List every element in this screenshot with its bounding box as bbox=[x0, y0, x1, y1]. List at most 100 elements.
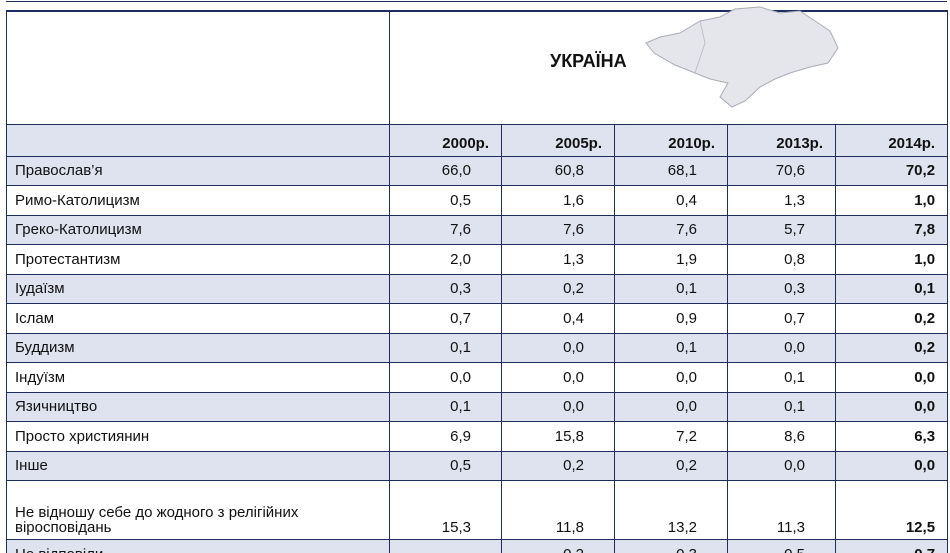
cell: 6,9 bbox=[389, 421, 502, 452]
cell: 0,4 bbox=[501, 303, 615, 334]
row: Іслам 0,7 0,4 0,9 0,7 0,2 bbox=[6, 303, 949, 334]
cell: 0,0 bbox=[501, 391, 615, 422]
title: УКРАЇНА bbox=[550, 51, 627, 71]
cell: 0,4 bbox=[614, 185, 728, 216]
cell: 0,5 bbox=[389, 450, 502, 481]
row: Індуїзм 0,0 0,0 0,0 0,1 0,0 bbox=[6, 362, 949, 393]
row: Греко-Католицизм 7,6 7,6 7,6 5,7 7,8 bbox=[6, 214, 949, 245]
row: Іудаїзм 0,3 0,2 0,1 0,3 0,1 bbox=[6, 273, 949, 304]
row-label: Іудаїзм bbox=[6, 273, 390, 304]
cell: 15,8 bbox=[501, 421, 615, 452]
cell: 0,3 bbox=[389, 273, 502, 304]
cell: 0,0 bbox=[614, 362, 728, 393]
cell: 66,0 bbox=[389, 155, 502, 186]
cell: 70,6 bbox=[727, 155, 836, 186]
cell: 13,2 bbox=[614, 480, 728, 540]
cell: 1,3 bbox=[501, 244, 615, 275]
cell: 0,0 bbox=[834, 362, 949, 393]
row-label: Греко-Католицизм bbox=[6, 214, 390, 245]
cell: 8,6 bbox=[727, 421, 836, 452]
cell: 0,0 bbox=[834, 391, 949, 422]
cell: 7,8 bbox=[834, 214, 949, 245]
cell: 0,5 bbox=[727, 539, 836, 553]
cell bbox=[6, 10, 390, 125]
row-label: Індуїзм bbox=[6, 362, 390, 393]
cell: 0,2 bbox=[614, 450, 728, 481]
cell: 0,0 bbox=[727, 450, 836, 481]
cell: 0,0 bbox=[501, 362, 615, 393]
column-header: 2000р. bbox=[389, 123, 502, 157]
table: 2000р. 2005р. 2010р. 2013р. 2014р. Православ’… bbox=[6, 10, 949, 553]
top-rule bbox=[6, 1, 947, 2]
row: Просто християнин 6,9 15,8 7,2 8,6 6,3 bbox=[6, 421, 949, 452]
row: Не відповіли-0,20,30,50,7 bbox=[6, 539, 949, 553]
cell: 7,6 bbox=[501, 214, 615, 245]
cell: 7,2 bbox=[614, 421, 728, 452]
row: Православ’я 66,0 60,8 68,1 70,6 70,2 bbox=[6, 155, 949, 186]
cell: 0,1 bbox=[389, 391, 502, 422]
cell bbox=[6, 123, 390, 157]
cell: 0,1 bbox=[834, 273, 949, 304]
cell: 0,0 bbox=[614, 391, 728, 422]
cell: 0,1 bbox=[389, 332, 502, 363]
cell: 1,0 bbox=[834, 244, 949, 275]
cell: 7,6 bbox=[389, 214, 502, 245]
cell: 6,3 bbox=[834, 421, 949, 452]
row-label: Іслам bbox=[6, 303, 390, 334]
cell: 15,3 bbox=[389, 480, 502, 540]
cell: 60,8 bbox=[501, 155, 615, 186]
cell: 11,3 bbox=[727, 480, 836, 540]
cell: 1,3 bbox=[727, 185, 836, 216]
row: Протестантизм 2,0 1,3 1,9 0,8 1,0 bbox=[6, 244, 949, 275]
column-header: 2013р. bbox=[727, 123, 836, 157]
cell: 70,2 bbox=[834, 155, 949, 186]
cell: 1,6 bbox=[501, 185, 615, 216]
cell: 12,5 bbox=[834, 480, 949, 540]
cell: 0,1 bbox=[727, 391, 836, 422]
cell: 0,2 bbox=[501, 450, 615, 481]
row-label: Протестантизм bbox=[6, 244, 390, 275]
row-label: Інше bbox=[6, 450, 390, 481]
cell: 0,5 bbox=[389, 185, 502, 216]
column-header-row: 2000р. 2005р. 2010р. 2013р. 2014р. bbox=[6, 123, 949, 157]
row-label: Просто християнин bbox=[6, 421, 390, 452]
row: Не відношу себе до жодного з релігійних … bbox=[6, 480, 949, 540]
cell: - bbox=[389, 539, 502, 553]
cell: 0,7 bbox=[727, 303, 836, 334]
row-label: Не відповіли bbox=[6, 539, 390, 553]
row-label: Не відношу себе до жодного з релігійних … bbox=[6, 480, 390, 540]
column-header: 2010р. bbox=[614, 123, 728, 157]
cell: 0,2 bbox=[834, 332, 949, 363]
row-label: Православ’я bbox=[6, 155, 390, 186]
cell: 0,0 bbox=[727, 332, 836, 363]
cell: 0,1 bbox=[727, 362, 836, 393]
row-label: Буддизм bbox=[6, 332, 390, 363]
row-label: Язичництво bbox=[6, 391, 390, 422]
row: Римо-Католицизм 0,5 1,6 0,4 1,3 1,0 bbox=[6, 185, 949, 216]
cell: 0,2 bbox=[834, 303, 949, 334]
column-header: 2014р. bbox=[834, 123, 949, 157]
cell: 0,8 bbox=[727, 244, 836, 275]
cell: 0,3 bbox=[727, 273, 836, 304]
row-label: Римо-Католицизм bbox=[6, 185, 390, 216]
row: Язичництво 0,1 0,0 0,0 0,1 0,0 bbox=[6, 391, 949, 422]
cell: 5,7 bbox=[727, 214, 836, 245]
cell: 1,9 bbox=[614, 244, 728, 275]
cell: 0,7 bbox=[389, 303, 502, 334]
cell: 0,0 bbox=[501, 332, 615, 363]
cell: 68,1 bbox=[614, 155, 728, 186]
cell: 2,0 bbox=[389, 244, 502, 275]
cell: 7,6 bbox=[614, 214, 728, 245]
cell: 0,0 bbox=[834, 450, 949, 481]
cell: 0,0 bbox=[389, 362, 502, 393]
cell: 0,3 bbox=[614, 539, 728, 553]
cell: 0,1 bbox=[614, 273, 728, 304]
column-header: 2005р. bbox=[501, 123, 615, 157]
cell: 0,2 bbox=[501, 273, 615, 304]
map-icon bbox=[645, 6, 839, 108]
cell: 0,1 bbox=[614, 332, 728, 363]
cell: 1,0 bbox=[834, 185, 949, 216]
cell: 0,2 bbox=[501, 539, 615, 553]
cell: 11,8 bbox=[501, 480, 615, 540]
